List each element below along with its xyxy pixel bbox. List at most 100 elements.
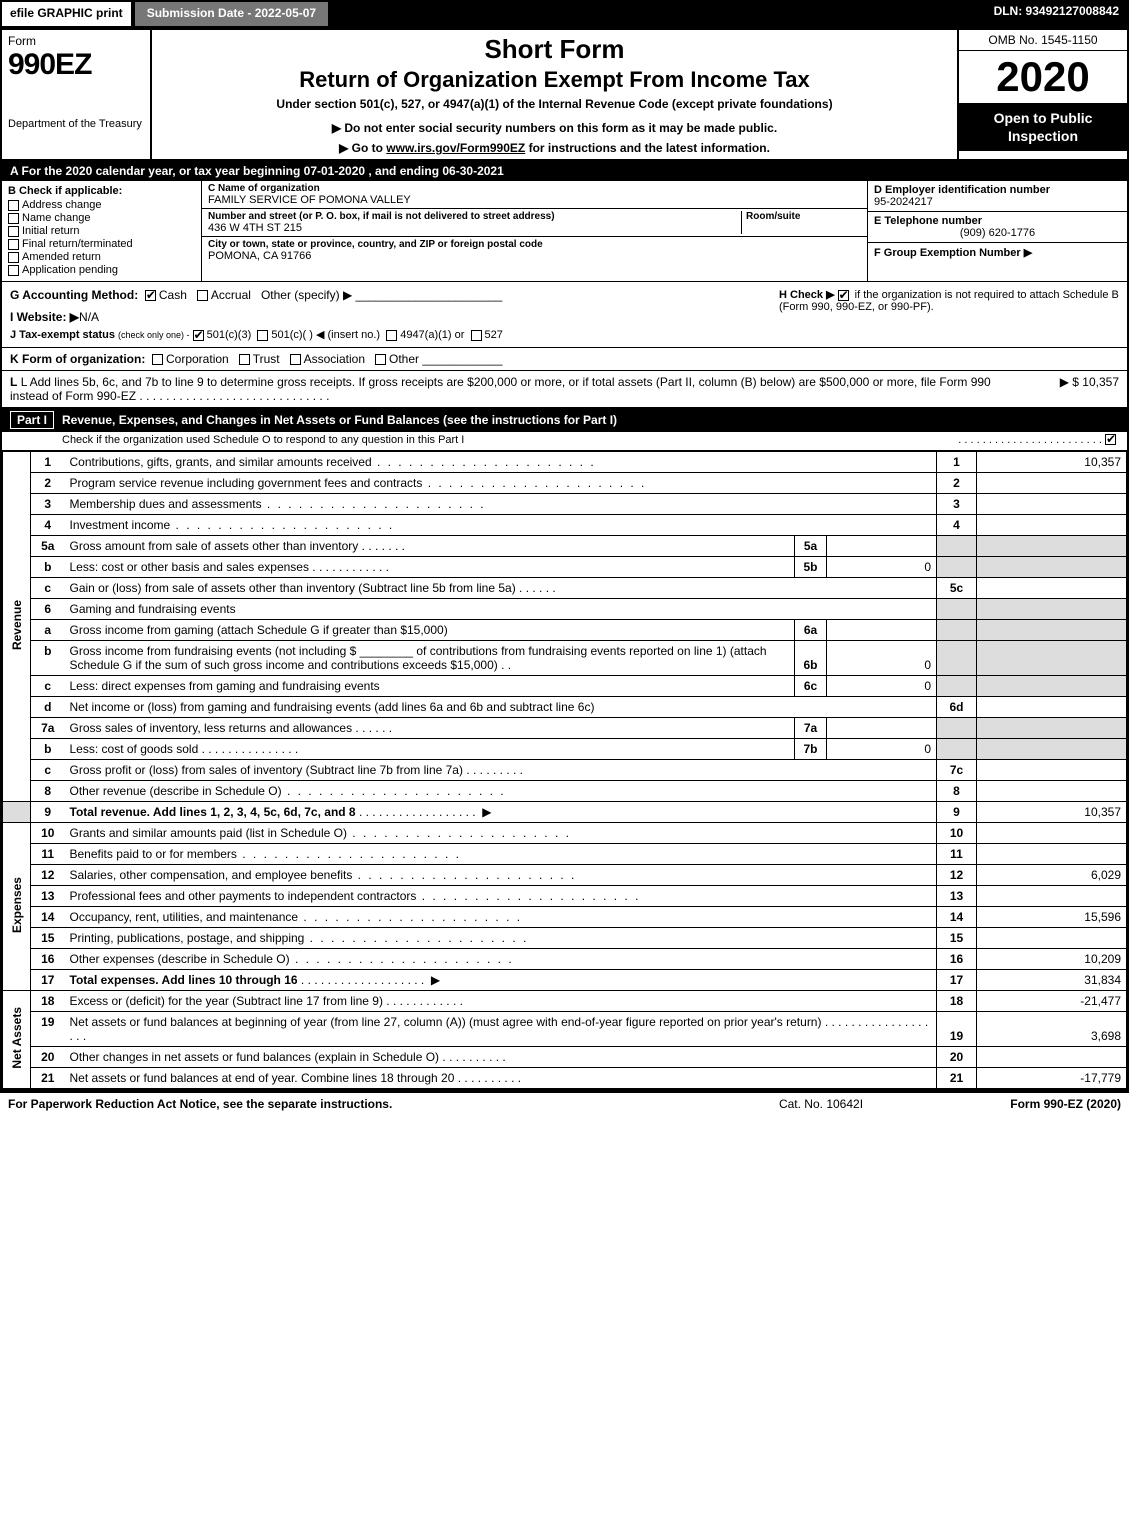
line-2-amt [977, 473, 1127, 494]
ein-label: D Employer identification number [874, 184, 1121, 196]
top-bar: efile GRAPHIC print Submission Date - 20… [0, 0, 1129, 28]
form-header: Form 990EZ Department of the Treasury Sh… [2, 30, 1127, 161]
cb-other-org[interactable] [375, 354, 386, 365]
submission-date: Submission Date - 2022-05-07 [133, 0, 330, 28]
paperwork-notice: For Paperwork Reduction Act Notice, see … [8, 1097, 721, 1111]
part-1-header: Part I Revenue, Expenses, and Changes in… [2, 408, 1127, 432]
line-1-desc: Contributions, gifts, grants, and simila… [65, 452, 937, 473]
box-c: C Name of organization FAMILY SERVICE OF… [202, 181, 867, 281]
expenses-section-label: Expenses [3, 823, 31, 991]
line-l: L L Add lines 5b, 6c, and 7b to line 9 t… [2, 371, 1127, 408]
cb-schedule-o[interactable] [1105, 434, 1116, 445]
line-17-desc: Total expenses. Add lines 10 through 16 … [65, 970, 937, 991]
line-15-desc: Printing, publications, postage, and shi… [65, 928, 937, 949]
line-16-desc: Other expenses (describe in Schedule O) [65, 949, 937, 970]
line-11-desc: Benefits paid to or for members [65, 844, 937, 865]
revenue-section-label: Revenue [3, 452, 31, 802]
cb-cash[interactable] [145, 290, 156, 301]
line-h: H Check ▶ if the organization is not req… [779, 288, 1119, 313]
line-7b-val: 0 [827, 739, 937, 760]
page-footer: For Paperwork Reduction Act Notice, see … [0, 1091, 1129, 1115]
cb-name-change[interactable]: Name change [8, 212, 195, 224]
section-a-band: A For the 2020 calendar year, or tax yea… [2, 161, 1127, 181]
cb-final-return[interactable]: Final return/terminated [8, 238, 195, 250]
line-7b-desc: Less: cost of goods sold . . . . . . . .… [65, 739, 795, 760]
cb-initial-return[interactable]: Initial return [8, 225, 195, 237]
city-value: POMONA, CA 91766 [208, 250, 861, 262]
line-7a-desc: Gross sales of inventory, less returns a… [65, 718, 795, 739]
line-10-desc: Grants and similar amounts paid (list in… [65, 823, 937, 844]
line-4-desc: Investment income [65, 515, 937, 536]
tel-label: E Telephone number [874, 215, 1121, 227]
form-subtitle: Under section 501(c), 527, or 4947(a)(1)… [160, 97, 949, 111]
goto-line: ▶ Go to www.irs.gov/Form990EZ for instru… [160, 141, 949, 155]
form-number: 990EZ [8, 48, 144, 82]
cb-accrual[interactable] [197, 290, 208, 301]
form-title: Return of Organization Exempt From Incom… [160, 67, 949, 93]
ein-value: 95-2024217 [874, 196, 1121, 208]
box-d: D Employer identification number 95-2024… [867, 181, 1127, 281]
header-left: Form 990EZ Department of the Treasury [2, 30, 152, 159]
line-6a-desc: Gross income from gaming (attach Schedul… [65, 620, 795, 641]
short-form-label: Short Form [160, 34, 949, 65]
line-5c-desc: Gain or (loss) from sale of assets other… [65, 578, 937, 599]
line-k: K Form of organization: Corporation Trus… [2, 348, 1127, 371]
box-b: B Check if applicable: Address change Na… [2, 181, 202, 281]
part-1-table: Revenue 1 Contributions, gifts, grants, … [2, 451, 1127, 1089]
cb-501c[interactable] [257, 330, 268, 341]
form-footer-id: Form 990-EZ (2020) [921, 1097, 1121, 1111]
line-14-amt: 15,596 [977, 907, 1127, 928]
dept-treasury: Department of the Treasury [8, 118, 144, 130]
street-label: Number and street (or P. O. box, if mail… [208, 211, 741, 222]
line-18-amt: -21,477 [977, 991, 1127, 1012]
city-label: City or town, state or province, country… [208, 239, 861, 250]
line-9-desc: Total revenue. Add lines 1, 2, 3, 4, 5c,… [65, 802, 937, 823]
catalog-number: Cat. No. 10642I [721, 1097, 921, 1111]
org-name: FAMILY SERVICE OF POMONA VALLEY [208, 194, 861, 206]
cb-4947[interactable] [386, 330, 397, 341]
line-21-amt: -17,779 [977, 1068, 1127, 1089]
cb-501c3[interactable] [193, 330, 204, 341]
line-6c-desc: Less: direct expenses from gaming and fu… [65, 676, 795, 697]
line-14-desc: Occupancy, rent, utilities, and maintena… [65, 907, 937, 928]
efile-label: efile GRAPHIC print [0, 0, 133, 28]
line-12-amt: 6,029 [977, 865, 1127, 886]
cb-amended-return[interactable]: Amended return [8, 251, 195, 263]
ssn-warning: ▶ Do not enter social security numbers o… [160, 121, 949, 135]
header-center: Short Form Return of Organization Exempt… [152, 30, 957, 159]
line-21-desc: Net assets or fund balances at end of ye… [65, 1068, 937, 1089]
omb-number: OMB No. 1545-1150 [959, 30, 1127, 51]
form-container: Form 990EZ Department of the Treasury Sh… [0, 28, 1129, 1091]
line-8-desc: Other revenue (describe in Schedule O) [65, 781, 937, 802]
line-5b-val: 0 [827, 557, 937, 578]
line-5a-desc: Gross amount from sale of assets other t… [65, 536, 795, 557]
dln: DLN: 93492127008842 [984, 0, 1129, 28]
irs-link[interactable]: www.irs.gov/Form990EZ [386, 141, 525, 155]
line-6d-desc: Net income or (loss) from gaming and fun… [65, 697, 937, 718]
cb-application-pending[interactable]: Application pending [8, 264, 195, 276]
line-18-desc: Excess or (deficit) for the year (Subtra… [65, 991, 937, 1012]
website-value: N/A [79, 310, 99, 324]
line-6c-val: 0 [827, 676, 937, 697]
line-13-desc: Professional fees and other payments to … [65, 886, 937, 907]
line-7c-desc: Gross profit or (loss) from sales of inv… [65, 760, 937, 781]
tel-value: (909) 620-1776 [874, 227, 1121, 239]
cb-address-change[interactable]: Address change [8, 199, 195, 211]
line-20-desc: Other changes in net assets or fund bala… [65, 1047, 937, 1068]
cb-trust[interactable] [239, 354, 250, 365]
line-6b-val: 0 [827, 641, 937, 676]
line-5b-desc: Less: cost or other basis and sales expe… [65, 557, 795, 578]
line-19-amt: 3,698 [977, 1012, 1127, 1047]
line-g: G Accounting Method: Cash Accrual Other … [10, 288, 779, 302]
line-2-desc: Program service revenue including govern… [65, 473, 937, 494]
cb-corporation[interactable] [152, 354, 163, 365]
part-1-sub: Check if the organization used Schedule … [2, 432, 1127, 451]
line-6-desc: Gaming and fundraising events [65, 599, 937, 620]
org-name-label: C Name of organization [208, 183, 861, 194]
line-19-desc: Net assets or fund balances at beginning… [65, 1012, 937, 1047]
line-i: I Website: ▶N/A [10, 310, 779, 324]
cb-527[interactable] [471, 330, 482, 341]
cb-schedule-b[interactable] [838, 290, 849, 301]
cb-association[interactable] [290, 354, 301, 365]
line-j: J Tax-exempt status (check only one) - 5… [10, 328, 779, 341]
